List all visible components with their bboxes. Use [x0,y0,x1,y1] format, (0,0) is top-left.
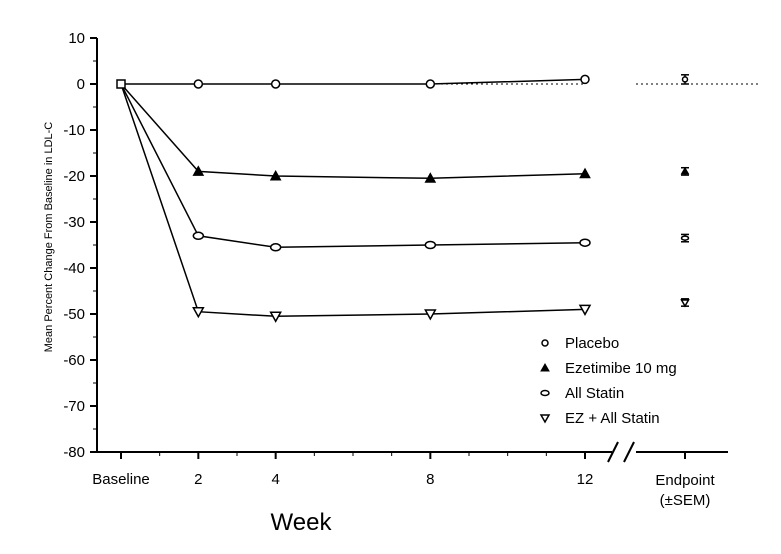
y-tick-label: -50 [63,306,85,323]
y-tick-label: -60 [63,352,85,369]
x-tick-label: 4 [271,471,279,488]
data-point [540,389,550,397]
data-point [269,169,282,181]
series-line [121,78,586,85]
data-point [192,165,205,176]
data-point [270,79,281,89]
data-point [192,231,205,241]
data-point [579,167,591,179]
x-tick-label: 2 [194,471,202,488]
y-tick-label: 0 [77,76,85,93]
legend-label: All Statin [565,385,624,402]
x-tick-label: Baseline [92,471,150,488]
data-point [579,238,591,247]
y-tick-label: -20 [63,168,85,185]
data-point [680,166,690,175]
y-tick-label: 10 [68,30,85,47]
y-tick-label: -40 [63,260,85,277]
axis-break-mark [623,441,635,463]
data-point [680,235,690,241]
series-line [120,83,586,249]
data-point [539,414,551,424]
data-point [424,172,437,183]
axis-break-mark [607,441,619,463]
data-point [681,76,689,83]
data-point [269,311,282,323]
baseline-data-point [116,79,126,89]
y-tick-label: -70 [63,398,85,415]
legend-label: EZ + All Statin [565,410,660,427]
data-point [680,299,690,308]
data-point [424,240,437,250]
data-point [192,306,205,319]
data-point [540,362,550,372]
series-line [120,83,586,318]
legend-label: Placebo [565,335,619,352]
x-tick-label: 12 [577,471,594,488]
x-tick-label: 8 [426,471,434,488]
data-point [424,309,437,321]
data-point [425,79,436,89]
y-axis-label: Mean Percent Change From Baseline in LDL… [43,122,55,353]
endpoint-sem-label: (±SEM) [660,492,711,509]
endpoint-label: Endpoint [655,472,715,489]
legend-label: Ezetimibe 10 mg [565,360,677,377]
data-point [269,243,282,252]
data-point [541,339,549,347]
series-line [120,83,586,180]
data-point [193,79,204,89]
y-tick-label: -30 [63,214,85,231]
y-tick-label: -10 [63,122,85,139]
y-tick-label: -80 [63,444,85,461]
data-point [578,304,592,316]
x-axis-label: Week [271,509,333,536]
data-point [580,74,590,85]
